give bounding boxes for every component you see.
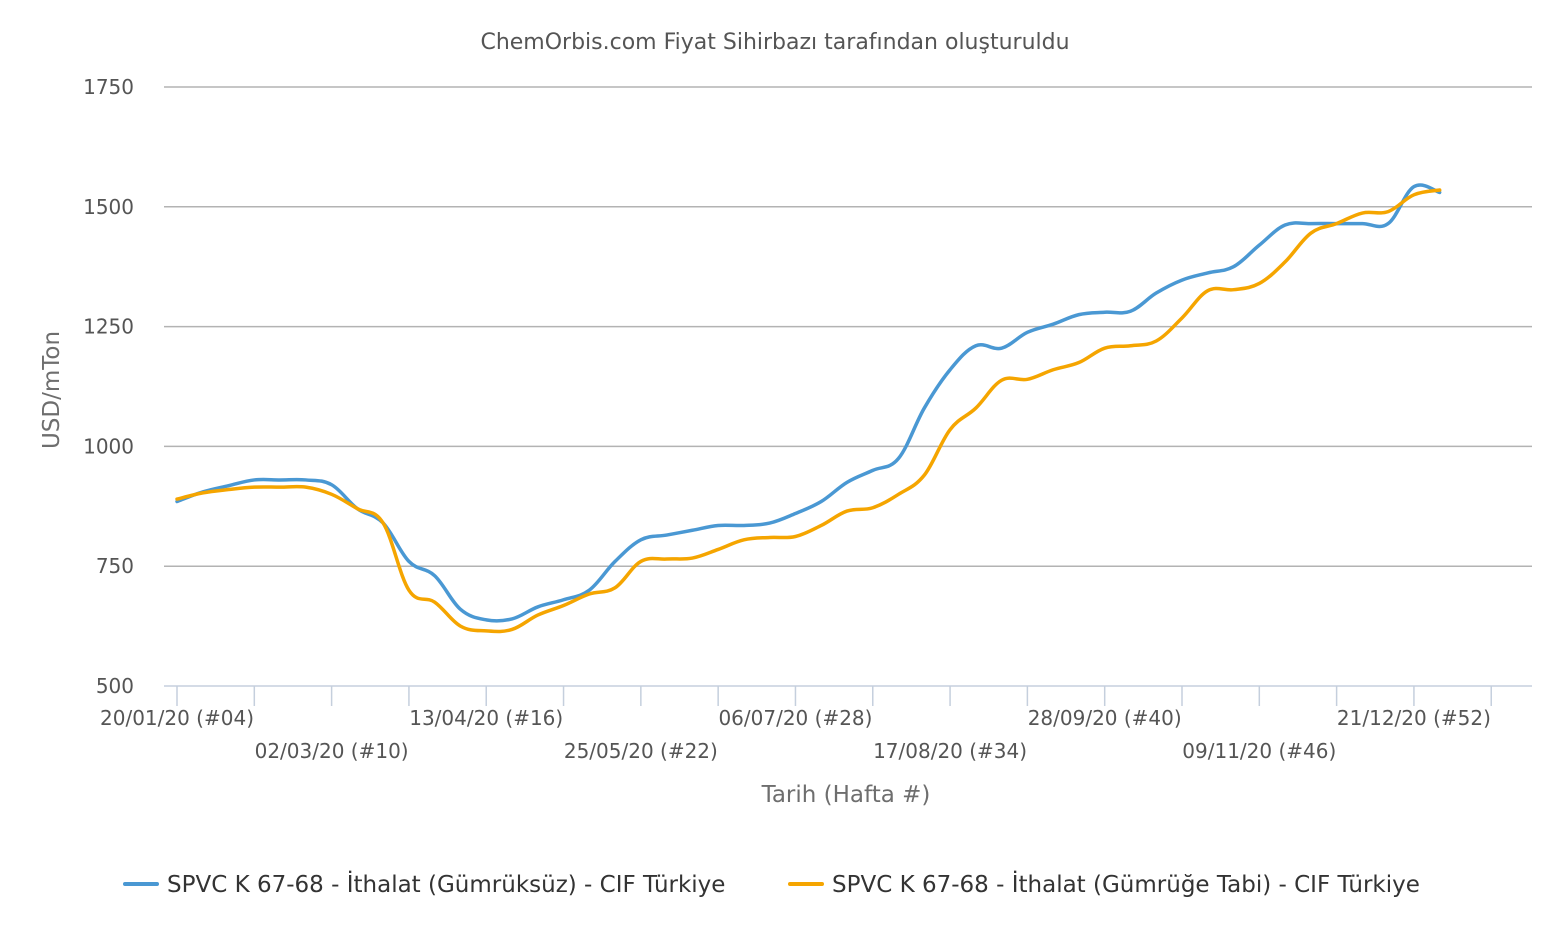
- x-axis: 20/01/20 (#04)02/03/20 (#10)13/04/20 (#1…: [100, 685, 1532, 763]
- series-lines: [175, 183, 1442, 634]
- y-axis-ticks: 500 750 1000 1250 1500 1750: [83, 75, 134, 698]
- y-tick-label: 1500: [83, 195, 134, 219]
- chart-title: ChemOrbis.com Fiyat Sihirbazı tarafından…: [480, 30, 1069, 55]
- y-tick-label: 1750: [83, 75, 134, 99]
- y-tick-label: 1000: [83, 434, 134, 458]
- x-tick-label: 28/09/20 (#40): [1028, 706, 1182, 730]
- x-tick-label: 13/04/20 (#16): [409, 706, 563, 730]
- x-tick-label: 17/08/20 (#34): [873, 739, 1027, 763]
- series-line-1: [175, 183, 1442, 623]
- y-tick-label: 500: [96, 674, 134, 698]
- legend-item-1[interactable]: SPVC K 67-68 - İthalat (Gümrüksüz) - CIF…: [123, 870, 725, 898]
- y-tick-label: 750: [96, 554, 134, 578]
- legend: SPVC K 67-68 - İthalat (Gümrüksüz) - CIF…: [123, 870, 1420, 898]
- series-line-2: [175, 188, 1442, 634]
- y-axis-title: USD/mTon: [39, 331, 65, 449]
- x-tick-label: 25/05/20 (#22): [564, 739, 718, 763]
- legend-label: SPVC K 67-68 - İthalat (Gümrüksüz) - CIF…: [167, 870, 725, 898]
- x-tick-label: 06/07/20 (#28): [718, 706, 872, 730]
- x-tick-label: 21/12/20 (#52): [1337, 706, 1491, 730]
- x-tick-label: 09/11/20 (#46): [1182, 739, 1336, 763]
- x-axis-title: Tarih (Hafta #): [761, 782, 931, 808]
- grid-lines: [164, 86, 1532, 567]
- legend-label: SPVC K 67-68 - İthalat (Gümrüğe Tabi) - …: [832, 870, 1420, 898]
- y-tick-label: 1250: [83, 315, 134, 339]
- x-tick-label: 20/01/20 (#04): [100, 706, 254, 730]
- x-tick-label: 02/03/20 (#10): [255, 739, 409, 763]
- legend-item-2[interactable]: SPVC K 67-68 - İthalat (Gümrüğe Tabi) - …: [788, 870, 1420, 898]
